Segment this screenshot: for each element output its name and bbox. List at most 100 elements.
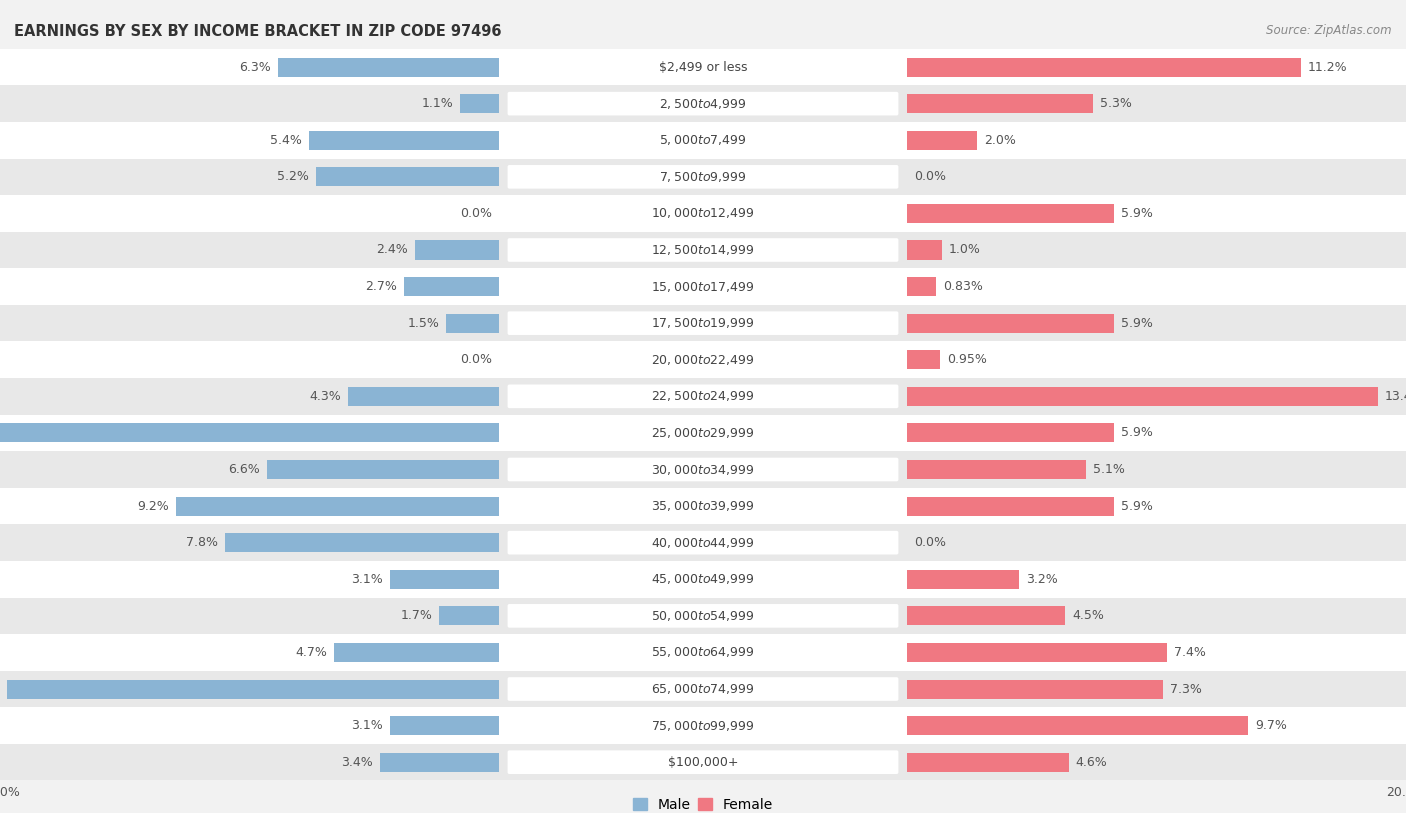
Legend: Male, Female: Male, Female [627,793,779,813]
Text: 0.0%: 0.0% [914,537,946,549]
Bar [907,716,1249,735]
Text: 5.9%: 5.9% [1122,427,1153,439]
Bar [907,131,977,150]
Bar [0,49,1406,85]
Bar [0,415,1406,451]
Bar [0,232,1406,268]
FancyBboxPatch shape [508,604,898,628]
Bar [439,606,499,625]
Text: $100,000+: $100,000+ [668,756,738,768]
Bar [0,378,1406,415]
FancyBboxPatch shape [508,311,898,335]
FancyBboxPatch shape [508,128,898,152]
FancyBboxPatch shape [508,567,898,591]
Text: $30,000 to $34,999: $30,000 to $34,999 [651,463,755,476]
Text: 4.5%: 4.5% [1073,610,1104,622]
FancyBboxPatch shape [508,55,898,79]
Bar [907,606,1066,625]
FancyBboxPatch shape [508,165,898,189]
Bar [389,716,499,735]
Text: 4.7%: 4.7% [295,646,328,659]
Bar [0,305,1406,341]
Bar [447,314,499,333]
Bar [907,387,1378,406]
FancyBboxPatch shape [508,421,898,445]
Text: $5,000 to $7,499: $5,000 to $7,499 [659,133,747,147]
Bar [907,460,1087,479]
Text: $10,000 to $12,499: $10,000 to $12,499 [651,207,755,220]
Text: 7.8%: 7.8% [186,537,218,549]
Text: $17,500 to $19,999: $17,500 to $19,999 [651,316,755,330]
Bar [0,634,1406,671]
Bar [0,424,499,442]
Bar [907,241,942,259]
Bar [907,424,1114,442]
Text: 3.2%: 3.2% [1026,573,1059,585]
Text: $40,000 to $44,999: $40,000 to $44,999 [651,536,755,550]
Text: 4.6%: 4.6% [1076,756,1108,768]
Bar [0,524,1406,561]
Bar [0,159,1406,195]
Text: $65,000 to $74,999: $65,000 to $74,999 [651,682,755,696]
Text: 0.83%: 0.83% [943,280,983,293]
Text: 1.1%: 1.1% [422,98,453,110]
Bar [7,680,499,698]
Bar [907,680,1164,698]
Text: $75,000 to $99,999: $75,000 to $99,999 [651,719,755,733]
Bar [176,497,499,515]
Bar [389,570,499,589]
Text: 2.7%: 2.7% [366,280,398,293]
Text: 5.3%: 5.3% [1099,98,1132,110]
Text: $12,500 to $14,999: $12,500 to $14,999 [651,243,755,257]
Text: EARNINGS BY SEX BY INCOME BRACKET IN ZIP CODE 97496: EARNINGS BY SEX BY INCOME BRACKET IN ZIP… [14,24,502,39]
Bar [0,122,1406,159]
Bar [0,707,1406,744]
Text: 0.0%: 0.0% [460,354,492,366]
Text: $45,000 to $49,999: $45,000 to $49,999 [651,572,755,586]
Text: 13.4%: 13.4% [1385,390,1406,402]
Text: 3.1%: 3.1% [352,720,382,732]
Bar [405,277,499,296]
Bar [316,167,499,186]
Bar [349,387,499,406]
Text: 7.3%: 7.3% [1170,683,1202,695]
Text: 6.3%: 6.3% [239,61,271,73]
Text: $20,000 to $22,499: $20,000 to $22,499 [651,353,755,367]
Bar [907,94,1094,113]
Bar [309,131,499,150]
FancyBboxPatch shape [508,714,898,737]
Bar [907,277,936,296]
Bar [0,598,1406,634]
Bar [0,85,1406,122]
Text: 11.2%: 11.2% [1308,61,1347,73]
Text: 5.9%: 5.9% [1122,207,1153,220]
FancyBboxPatch shape [508,494,898,518]
Text: 7.4%: 7.4% [1174,646,1206,659]
Bar [0,195,1406,232]
FancyBboxPatch shape [508,348,898,372]
Bar [907,58,1301,76]
Bar [907,570,1019,589]
FancyBboxPatch shape [508,275,898,298]
Bar [907,753,1069,772]
Text: 1.5%: 1.5% [408,317,439,329]
Text: $7,500 to $9,999: $7,500 to $9,999 [659,170,747,184]
Text: 9.2%: 9.2% [136,500,169,512]
Bar [0,268,1406,305]
Text: $25,000 to $29,999: $25,000 to $29,999 [651,426,755,440]
Bar [0,341,1406,378]
Bar [907,314,1114,333]
Bar [0,561,1406,598]
FancyBboxPatch shape [508,531,898,554]
Bar [380,753,499,772]
Text: 2.0%: 2.0% [984,134,1017,146]
Text: $2,500 to $4,999: $2,500 to $4,999 [659,97,747,111]
FancyBboxPatch shape [508,458,898,481]
Bar [907,204,1114,223]
FancyBboxPatch shape [508,202,898,225]
Text: 2.4%: 2.4% [375,244,408,256]
Text: $22,500 to $24,999: $22,500 to $24,999 [651,389,755,403]
Text: 0.0%: 0.0% [460,207,492,220]
Text: 0.0%: 0.0% [914,171,946,183]
FancyBboxPatch shape [508,385,898,408]
